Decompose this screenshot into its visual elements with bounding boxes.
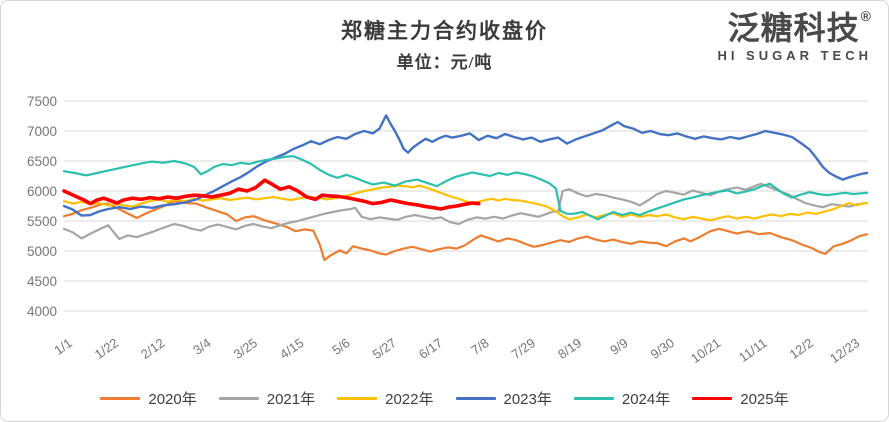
logo-en-text: HI SUGAR TECH	[717, 47, 872, 63]
x-axis-tick-label: 6/17	[416, 335, 445, 362]
legend-swatch	[692, 396, 733, 401]
legend-swatch	[573, 397, 614, 400]
chart-legend: 2020年 2021年 2022年 2023年 2024年 2025年	[1, 388, 888, 409]
y-axis-tick-label: 5000	[27, 244, 57, 259]
registered-trademark-icon: ®	[860, 8, 872, 24]
x-axis-tick-label: 3/4	[190, 335, 213, 358]
legend-label: 2020年	[148, 391, 197, 408]
series-line-2023年	[62, 114, 869, 217]
legend-label: 2022年	[385, 391, 434, 408]
brand-logo: 泛糖科技® HI SUGAR TECH	[717, 9, 872, 62]
x-axis-tick-label: 10/21	[688, 335, 723, 366]
y-axis-tick-label: 4000	[27, 304, 57, 319]
x-axis-tick-label: 5/27	[370, 335, 399, 362]
chart-subtitle: 单位：元/吨	[396, 53, 493, 72]
legend-item-2020年: 2020年	[100, 388, 197, 409]
x-axis-tick-label: 12/2	[787, 335, 816, 362]
legend-item-2025年: 2025年	[692, 388, 789, 409]
legend-swatch	[100, 397, 141, 400]
legend-swatch	[337, 397, 378, 400]
y-axis-tick-label: 5500	[27, 214, 57, 229]
chart-title: 郑糖主力合约收盘价	[341, 19, 548, 43]
x-axis-tick-label: 3/25	[231, 335, 260, 362]
y-axis-tick-label: 4500	[27, 274, 57, 289]
series-line-2021年	[62, 182, 869, 241]
x-axis-tick-label: 5/6	[329, 335, 352, 358]
series-line-2025年	[62, 178, 481, 211]
x-axis-tick-label: 7/8	[468, 335, 491, 358]
legend-swatch	[455, 397, 496, 400]
legend-label: 2024年	[621, 391, 671, 408]
x-axis-tick-label: 11/11	[736, 335, 770, 365]
y-axis-tick-label: 7500	[27, 94, 57, 109]
legend-item-2022年: 2022年	[337, 388, 434, 409]
x-axis-tick-label: 7/29	[509, 335, 538, 362]
x-axis-tick-label: 12/23	[827, 335, 862, 366]
x-axis-tick-label: 1/22	[92, 335, 121, 362]
x-axis-tick-label: 4/15	[277, 335, 306, 362]
y-axis-tick-label: 7000	[27, 124, 57, 139]
logo-cn-wrap: 泛糖科技®	[717, 9, 872, 46]
legend-item-2023年: 2023年	[455, 388, 552, 409]
legend-label: 2023年	[503, 391, 552, 408]
x-axis-tick-label: 9/9	[607, 335, 630, 358]
x-axis-tick-label: 8/19	[555, 335, 584, 362]
x-axis-tick-label: 1/1	[51, 335, 74, 358]
series-line-2024年	[62, 155, 869, 221]
y-axis-tick-label: 6000	[27, 184, 57, 199]
legend-label: 2025年	[740, 391, 789, 408]
y-axis-tick-label: 6500	[27, 154, 57, 169]
legend-item-2021年: 2021年	[218, 388, 316, 409]
series-line-2020年	[62, 200, 869, 262]
logo-cn-text: 泛糖科技	[727, 10, 860, 46]
legend-swatch	[218, 397, 259, 400]
x-axis-tick-label: 2/12	[138, 335, 167, 362]
x-axis-tick-label: 9/30	[648, 335, 677, 362]
legend-item-2024年: 2024年	[573, 388, 671, 409]
legend-label: 2021年	[266, 391, 316, 408]
